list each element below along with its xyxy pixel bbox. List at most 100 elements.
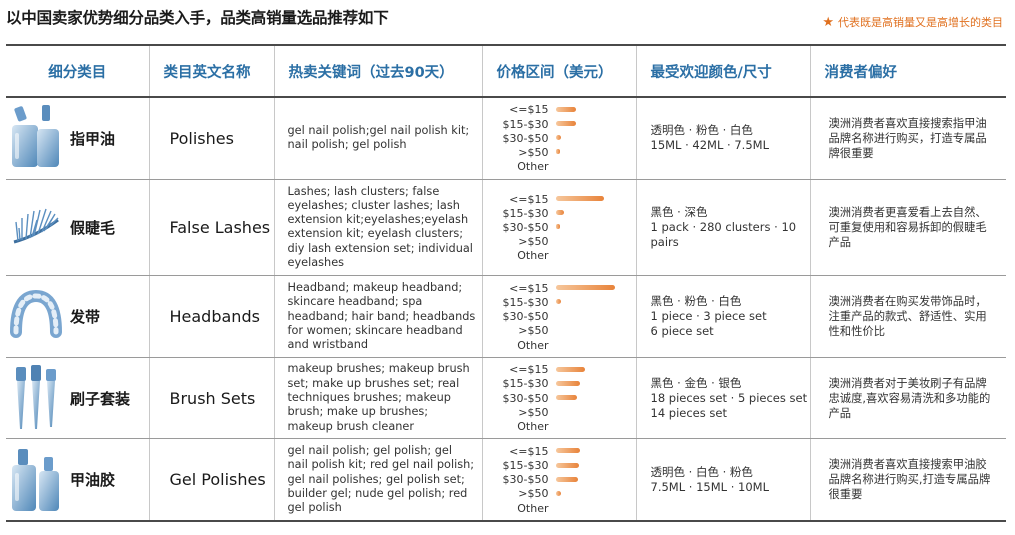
header-category: 细分类目 [6, 45, 149, 98]
price-bar-row: >$50 [491, 324, 636, 338]
price-bar-row: $30-$50 [491, 220, 636, 234]
english-name: Gel Polishes [148, 438, 274, 523]
price-label: $15-$30 [502, 295, 549, 309]
color-size-line: 1 piece · 3 piece set [650, 309, 767, 324]
price-label: >$50 [518, 405, 549, 419]
category-name: 刷子套装 [70, 389, 131, 408]
recommendation-table: 细分类目 类目英文名称 热卖关键词（过去90天） 价格区间（美元） 最受欢迎颜色… [6, 44, 1006, 523]
price-bar-row: <=$15 [491, 103, 636, 117]
price-label: $15-$30 [502, 459, 549, 472]
price-label: $30-$50 [502, 131, 549, 145]
price-bar-row: Other [491, 419, 636, 433]
price-bar-row: <=$15 [491, 363, 636, 377]
color-size-line: 14 pieces set [650, 405, 727, 420]
price-label: $15-$30 [502, 377, 549, 391]
category: 甲油胶 [6, 439, 149, 520]
price-track [555, 206, 634, 220]
price-bar-row: <=$15 [491, 444, 636, 458]
price-label: $30-$50 [502, 473, 549, 487]
price-bar [555, 448, 580, 454]
price-bar-row: Other [491, 501, 636, 515]
price-distribution: <=$15 $15-$30 $30-$50 >$50 Other [481, 357, 636, 440]
price-bar [555, 366, 585, 372]
header-row: 细分类目 类目英文名称 热卖关键词（过去90天） 价格区间（美元） 最受欢迎颜色… [6, 45, 1006, 98]
price-bar [555, 149, 560, 155]
price-track [555, 295, 634, 309]
price-bar-row: $15-$30 [491, 117, 636, 131]
star-icon: ★ [822, 14, 834, 30]
category-cell: 甲油胶 [6, 438, 149, 523]
category-name: 发带 [70, 308, 101, 327]
price-bar [555, 135, 561, 141]
false-lashes-icon [10, 191, 62, 263]
popular-color-size: 透明色 · 白色 · 粉色 7.5ML · 15ML · 10ML [635, 438, 810, 523]
price-bar-row: Other [491, 338, 636, 352]
popular-color-size: 透明色 · 粉色 · 白色 15ML · 42ML · 7.5ML [635, 97, 810, 180]
price-track [556, 338, 634, 352]
price-distribution: <=$15 $15-$30 $30-$50 >$50 Other [481, 275, 636, 358]
color-size-line: 透明色 · 白色 · 粉色 [650, 464, 753, 479]
price-label: $30-$50 [502, 310, 549, 324]
consumer-preference: 澳洲消费者更喜爱看上去自然、可重复使用和容易拆卸的假睫毛产品 [809, 179, 1006, 277]
color-size-line: 黑色 · 粉色 · 白色 [650, 294, 742, 309]
price-track [556, 324, 634, 338]
price-label: <=$15 [509, 444, 549, 458]
consumer-preference: 澳洲消费者对于美妆刷子有品牌忠诚度,喜欢容易清洗和多功能的产品 [809, 357, 1006, 440]
header-preference: 消费者偏好 [809, 45, 1006, 98]
price-bar-row: $30-$50 [491, 131, 636, 145]
price-label: Other [517, 160, 549, 174]
price-bar-row: >$50 [491, 235, 636, 249]
hot-keywords: Lashes; lash clusters; false eyelashes; … [273, 179, 482, 277]
table-row: 刷子套装 Brush Sets makeup brushes; makeup bru… [6, 357, 1006, 440]
price-bar [555, 476, 578, 482]
header-price: 价格区间（美元） [481, 45, 636, 98]
category-cell: 假睫毛 [6, 179, 149, 277]
color-size-line: 透明色 · 粉色 · 白色 [650, 123, 753, 138]
hot-keywords: gel nail polish; gel polish; gel nail po… [273, 438, 482, 523]
price-bar-row: <=$15 [491, 192, 636, 206]
price-bar [555, 224, 560, 230]
price-bars: <=$15 $15-$30 $30-$50 >$50 Other [491, 444, 636, 515]
price-bar [555, 299, 561, 305]
price-label: $30-$50 [502, 220, 549, 234]
popular-color-size: 黑色 · 粉色 · 白色 1 piece · 3 piece set 6 piece… [635, 275, 810, 358]
price-track [555, 103, 634, 117]
price-distribution: <=$15 $15-$30 $30-$50 >$50 Other [481, 438, 636, 523]
nail-polish-bottles-icon [10, 102, 62, 174]
price-track [555, 145, 634, 159]
price-track [555, 377, 634, 391]
table-row: 发带 Headbands Headband; makeup headband; sk… [6, 275, 1006, 358]
category-cell: 指甲油 [6, 97, 149, 180]
popular-color-size: 黑色 · 金色 · 银色 18 pieces set · 5 pieces set… [635, 357, 810, 440]
price-label: <=$15 [509, 281, 549, 295]
color-size-line: 18 pieces set · 5 pieces set [650, 390, 808, 405]
price-distribution: <=$15 $15-$30 $30-$50 >$50 Other [481, 97, 636, 180]
price-label: $30-$50 [502, 391, 549, 405]
category-cell: 刷子套装 [6, 357, 149, 440]
price-label: Other [517, 338, 549, 352]
price-label: >$50 [518, 324, 549, 338]
english-name: Brush Sets [148, 357, 274, 440]
price-bar-row: <=$15 [491, 281, 636, 295]
header-color-size: 最受欢迎颜色/尺寸 [635, 45, 810, 98]
price-track [555, 220, 634, 234]
price-label: $15-$30 [502, 117, 549, 131]
price-label: Other [517, 420, 549, 434]
price-bar [555, 210, 564, 216]
price-label: Other [517, 501, 549, 515]
price-bar [555, 285, 615, 291]
price-track [556, 249, 634, 263]
color-size-line: 15ML · 42ML · 7.5ML [650, 138, 769, 153]
price-bar [555, 106, 576, 112]
page-title: 以中国卖家优势细分品类入手，品类高销量选品推荐如下 [6, 9, 389, 27]
category: 假睫毛 [6, 180, 149, 276]
price-label: <=$15 [509, 192, 549, 206]
price-bars: <=$15 $15-$30 $30-$50 >$50 Other [491, 103, 636, 174]
price-track [555, 391, 634, 405]
price-bar [555, 490, 561, 496]
consumer-preference: 澳洲消费者喜欢直接搜索指甲油品牌名称进行购买，打造专属品牌很重要 [809, 97, 1006, 180]
gel-polish-bottles-icon [10, 444, 62, 516]
price-bar [555, 380, 580, 386]
price-track [555, 473, 634, 487]
price-track [555, 117, 634, 131]
